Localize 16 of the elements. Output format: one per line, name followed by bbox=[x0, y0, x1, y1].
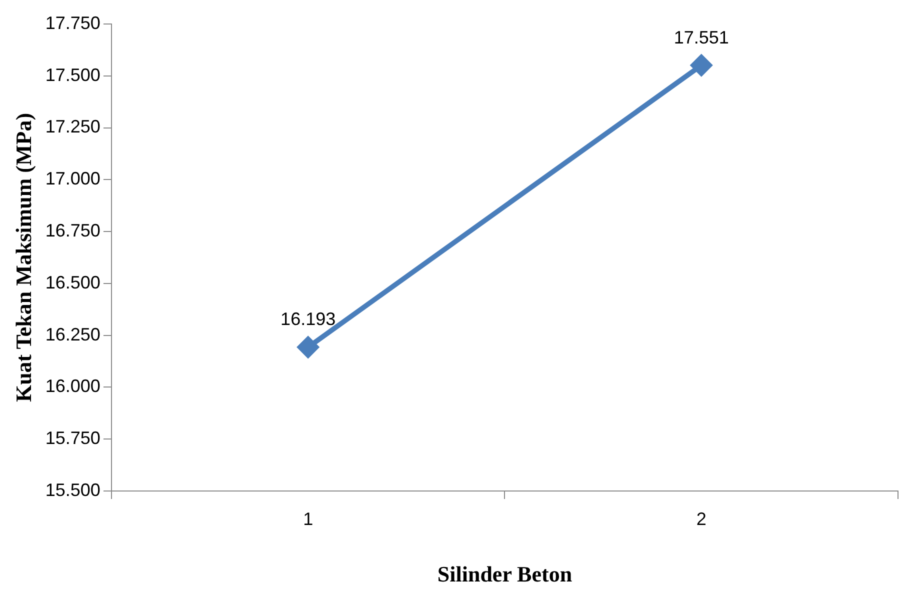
y-tick-label: 16.500 bbox=[45, 272, 100, 292]
y-axis-title: Kuat Tekan Maksimum (MPa) bbox=[10, 112, 36, 402]
y-tick-label: 16.250 bbox=[45, 324, 100, 344]
x-axis-title: Silinder Beton bbox=[437, 561, 572, 586]
data-label: 16.193 bbox=[280, 309, 336, 330]
x-tick-label: 1 bbox=[303, 508, 314, 529]
y-tick-label: 17.250 bbox=[45, 116, 100, 137]
y-tick-label: 17.500 bbox=[45, 64, 100, 85]
y-tick-label: 16.750 bbox=[45, 220, 100, 241]
y-tick-label: 16.000 bbox=[45, 376, 100, 396]
y-tick-label: 17.000 bbox=[45, 168, 100, 189]
x-tick-label: 2 bbox=[696, 508, 706, 529]
y-tick-label: 17.750 bbox=[45, 12, 100, 33]
data-label: 17.551 bbox=[674, 27, 729, 48]
y-tick-label: 15.750 bbox=[45, 428, 100, 448]
y-tick-label: 15.500 bbox=[45, 480, 100, 500]
